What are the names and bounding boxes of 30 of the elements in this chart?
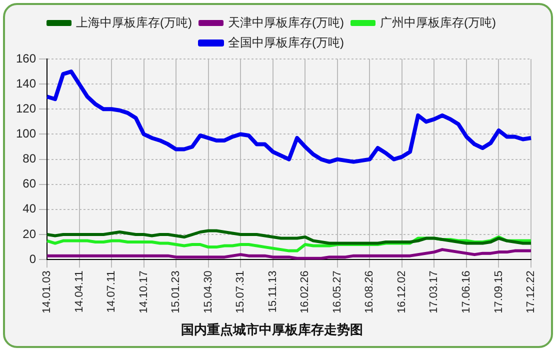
x-tick-label: 15.11.13 <box>266 270 279 313</box>
y-tick-label: 80 <box>22 152 36 166</box>
x-tick-label: 16.05.27 <box>331 270 344 314</box>
legend-label: 天津中厚板库存(万吨) <box>228 15 344 30</box>
x-tick-label: 16.08.26 <box>364 270 376 314</box>
y-tick-label: 0 <box>29 252 36 266</box>
x-tick-label: 17.09.15 <box>492 270 505 314</box>
x-tick-label: 15.01.23 <box>170 270 182 314</box>
x-tick-label: 17.03.17 <box>428 270 440 314</box>
x-tick-label: 14.07.11 <box>106 270 118 313</box>
legend-label: 上海中厚板库存(万吨) <box>76 15 192 30</box>
legend-label: 全国中厚板库存(万吨) <box>228 35 344 50</box>
x-tick-label: 14.04.11 <box>73 270 86 313</box>
y-tick-label: 60 <box>22 176 36 191</box>
y-tick-label: 140 <box>16 76 36 90</box>
y-tick-label: 120 <box>16 101 36 116</box>
x-tick-label: 14.10.17 <box>138 270 150 314</box>
y-tick-label: 40 <box>22 202 36 216</box>
x-tick-label: 17.12.22 <box>525 270 538 314</box>
y-tick-label: 100 <box>16 126 36 141</box>
x-tick-label: 15.07.31 <box>234 270 247 314</box>
x-tick-label: 16.12.02 <box>396 270 408 314</box>
x-tick-label: 15.04.30 <box>202 270 214 314</box>
y-tick-label: 160 <box>16 51 36 66</box>
x-tick-label: 14.01.03 <box>41 270 54 314</box>
y-tick-label: 20 <box>22 226 36 241</box>
x-tick-label: 16.02.26 <box>299 270 312 314</box>
x-tick-label: 17.06.16 <box>460 270 472 314</box>
legend-label: 广州中厚板库存(万吨) <box>380 15 496 30</box>
text: 国内重点城市中厚板库存走势图 <box>181 322 363 337</box>
